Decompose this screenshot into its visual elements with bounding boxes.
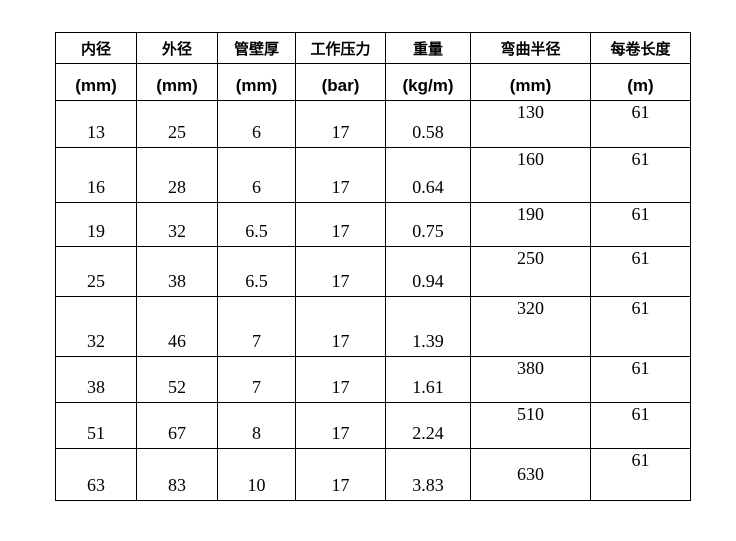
unit-outer-diameter: (mm) — [136, 63, 218, 101]
cell-inner-diameter: 25 — [55, 246, 137, 297]
cell-bend-radius: 320 — [470, 296, 591, 357]
cell-bend-radius: 130 — [470, 100, 591, 148]
table-row: 19 32 6.5 17 0.75 190 61 — [55, 202, 691, 247]
cell-working-pressure: 17 — [295, 246, 386, 297]
cell-wall-thickness: 7 — [217, 356, 296, 403]
cell-weight: 0.94 — [385, 246, 471, 297]
cell-coil-length: 61 — [590, 402, 691, 449]
cell-outer-diameter: 38 — [136, 246, 218, 297]
column-header-wall-thickness: 管壁厚 — [217, 32, 296, 64]
cell-coil-length: 61 — [590, 147, 691, 203]
cell-wall-thickness: 8 — [217, 402, 296, 449]
cell-outer-diameter: 67 — [136, 402, 218, 449]
cell-outer-diameter: 25 — [136, 100, 218, 148]
cell-inner-diameter: 51 — [55, 402, 137, 449]
cell-inner-diameter: 16 — [55, 147, 137, 203]
cell-outer-diameter: 52 — [136, 356, 218, 403]
column-header-inner-diameter: 内径 — [55, 32, 137, 64]
unit-bend-radius: (mm) — [470, 63, 591, 101]
cell-wall-thickness: 7 — [217, 296, 296, 357]
cell-bend-radius: 510 — [470, 402, 591, 449]
cell-weight: 0.75 — [385, 202, 471, 247]
unit-working-pressure: (bar) — [295, 63, 386, 101]
cell-wall-thickness: 6 — [217, 100, 296, 148]
table-row: 13 25 6 17 0.58 130 61 — [55, 100, 691, 148]
cell-coil-length: 61 — [590, 356, 691, 403]
cell-wall-thickness: 10 — [217, 448, 296, 501]
cell-weight: 1.61 — [385, 356, 471, 403]
column-header-weight: 重量 — [385, 32, 471, 64]
unit-inner-diameter: (mm) — [55, 63, 137, 101]
cell-coil-length: 61 — [590, 246, 691, 297]
cell-working-pressure: 17 — [295, 356, 386, 403]
column-header-coil-length: 每卷长度 — [590, 32, 691, 64]
header-row-units: (mm) (mm) (mm) (bar) (kg/m) (mm) (m) — [55, 63, 691, 101]
cell-outer-diameter: 83 — [136, 448, 218, 501]
cell-wall-thickness: 6.5 — [217, 202, 296, 247]
cell-bend-radius: 190 — [470, 202, 591, 247]
unit-weight: (kg/m) — [385, 63, 471, 101]
cell-working-pressure: 17 — [295, 147, 386, 203]
cell-outer-diameter: 46 — [136, 296, 218, 357]
cell-working-pressure: 17 — [295, 202, 386, 247]
cell-coil-length: 61 — [590, 448, 691, 501]
cell-bend-radius: 250 — [470, 246, 591, 297]
column-header-bend-radius: 弯曲半径 — [470, 32, 591, 64]
cell-coil-length: 61 — [590, 100, 691, 148]
cell-weight: 0.58 — [385, 100, 471, 148]
cell-weight: 3.83 — [385, 448, 471, 501]
table-row: 32 46 7 17 1.39 320 61 — [55, 296, 691, 357]
cell-inner-diameter: 32 — [55, 296, 137, 357]
cell-weight: 0.64 — [385, 147, 471, 203]
cell-inner-diameter: 63 — [55, 448, 137, 501]
cell-inner-diameter: 19 — [55, 202, 137, 247]
cell-inner-diameter: 38 — [55, 356, 137, 403]
cell-outer-diameter: 28 — [136, 147, 218, 203]
table-row: 38 52 7 17 1.61 380 61 — [55, 356, 691, 403]
cell-working-pressure: 17 — [295, 402, 386, 449]
header-row-names: 内径 外径 管壁厚 工作压力 重量 弯曲半径 每卷长度 — [55, 32, 691, 64]
cell-inner-diameter: 13 — [55, 100, 137, 148]
cell-wall-thickness: 6.5 — [217, 246, 296, 297]
table-row: 16 28 6 17 0.64 160 61 — [55, 147, 691, 203]
cell-outer-diameter: 32 — [136, 202, 218, 247]
unit-wall-thickness: (mm) — [217, 63, 296, 101]
column-header-working-pressure: 工作压力 — [295, 32, 386, 64]
cell-bend-radius: 380 — [470, 356, 591, 403]
cell-bend-radius: 630 — [470, 448, 591, 501]
cell-coil-length: 61 — [590, 296, 691, 357]
unit-coil-length: (m) — [590, 63, 691, 101]
cell-weight: 1.39 — [385, 296, 471, 357]
cell-working-pressure: 17 — [295, 100, 386, 148]
cell-working-pressure: 17 — [295, 296, 386, 357]
table-row: 63 83 10 17 3.83 630 61 — [55, 448, 691, 501]
cell-bend-radius: 160 — [470, 147, 591, 203]
cell-wall-thickness: 6 — [217, 147, 296, 203]
column-header-outer-diameter: 外径 — [136, 32, 218, 64]
cell-coil-length: 61 — [590, 202, 691, 247]
hose-spec-table: 内径 外径 管壁厚 工作压力 重量 弯曲半径 每卷长度 (mm) (mm) (m… — [55, 32, 691, 501]
cell-weight: 2.24 — [385, 402, 471, 449]
cell-working-pressure: 17 — [295, 448, 386, 501]
table-row: 51 67 8 17 2.24 510 61 — [55, 402, 691, 449]
table-row: 25 38 6.5 17 0.94 250 61 — [55, 246, 691, 297]
